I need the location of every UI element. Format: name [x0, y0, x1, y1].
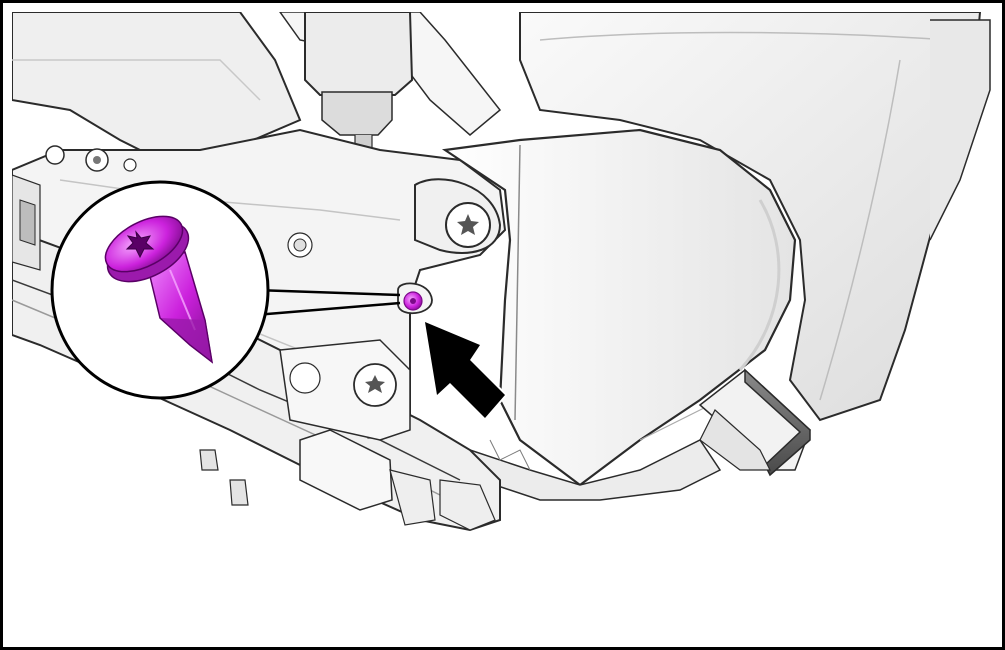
upper-connector: [304, 12, 414, 96]
callout-leader-upper: [254, 288, 401, 297]
torx-screw-icon: [104, 215, 214, 364]
callout-leader-lower: [254, 301, 401, 317]
torx-bolt-icon: [457, 214, 479, 235]
callout-detail: [50, 180, 270, 400]
direction-arrow-icon: [423, 320, 507, 420]
